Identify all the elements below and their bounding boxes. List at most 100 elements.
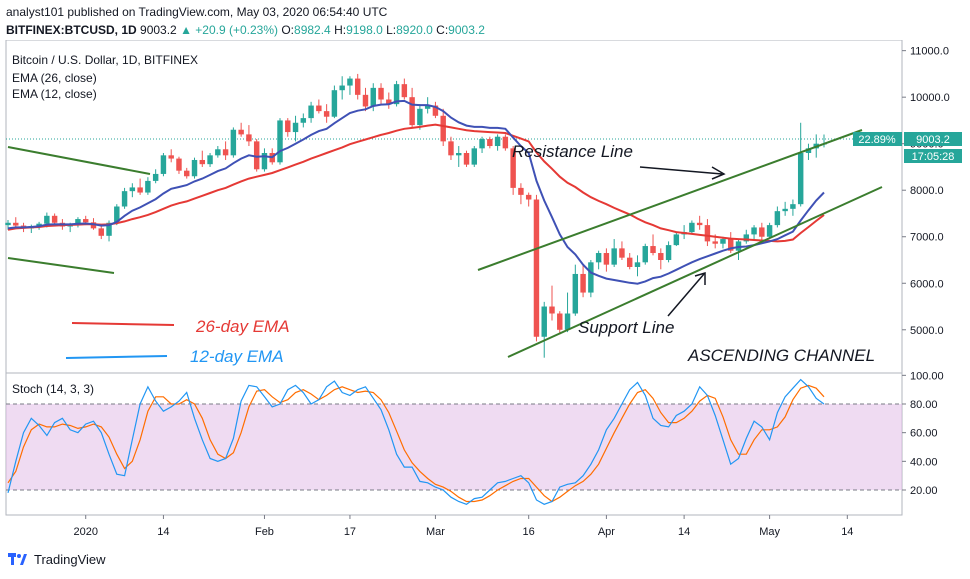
candlesticks: [5, 73, 827, 358]
candle-body: [230, 129, 237, 156]
stoch-k-line: [7, 378, 825, 505]
price-tick-label: 8000.0: [910, 185, 944, 197]
candle-body: [362, 94, 369, 107]
candle-body: [238, 129, 244, 135]
ema12-legend: EMA (12, close): [12, 87, 97, 101]
candle-body: [658, 253, 664, 260]
channel-annotation: ASCENDING CHANNEL: [687, 346, 875, 365]
tradingview-footer[interactable]: TradingView: [8, 551, 106, 567]
support-arrow: [667, 273, 705, 317]
ema26-legend-swatch: [71, 322, 175, 326]
time-tick-label: 17: [344, 526, 356, 538]
old-trendline-upper: [7, 146, 151, 175]
candle-body: [370, 87, 376, 107]
candle-body: [316, 105, 322, 112]
support-line: [507, 186, 883, 358]
candle-body: [502, 136, 509, 149]
candle-body: [44, 215, 50, 224]
candle-body: [790, 204, 796, 209]
candle-body: [191, 159, 198, 177]
candle-body: [253, 141, 260, 170]
candle-body: [432, 105, 439, 116]
last-price: 9003.2: [140, 23, 177, 37]
candle-body: [588, 262, 594, 293]
symbol-name: BITFINEX:BTCUSD, 1D: [6, 23, 137, 37]
candle-body: [168, 155, 174, 159]
candle-body: [51, 215, 58, 223]
ema26-legend: EMA (26, close): [12, 71, 97, 85]
candle-body: [347, 78, 353, 86]
candle-body: [90, 222, 97, 229]
percent-tag: [853, 132, 902, 146]
low-value: 8920.0: [396, 23, 433, 37]
candle-body: [13, 222, 19, 226]
candle-body: [743, 234, 750, 242]
candle-body: [409, 97, 415, 126]
resistance-arrow-head: [711, 166, 726, 180]
price-axis: 5000.06000.07000.08000.09000.010000.0110…: [902, 46, 950, 337]
resistance-annotation: Resistance Line: [512, 142, 633, 161]
high-value: 9198.0: [346, 23, 383, 37]
time-tick-label: 14: [678, 526, 690, 538]
time-tick-label: Mar: [426, 526, 445, 538]
candle-body: [199, 159, 206, 165]
candle-body: [580, 273, 586, 293]
candle-body: [75, 219, 81, 225]
candle-body: [728, 239, 734, 251]
candle-body: [487, 139, 493, 147]
open-value: 8982.4: [294, 23, 331, 37]
candle-body: [292, 122, 299, 133]
candle-body: [805, 148, 812, 153]
candle-body: [378, 87, 384, 100]
candle-body: [525, 194, 532, 200]
ema12-annotation: 12-day EMA: [190, 347, 284, 366]
time-tick-label: 14: [157, 526, 169, 538]
candle-body: [549, 306, 555, 314]
candle-body: [98, 228, 104, 236]
candle-body: [533, 199, 540, 337]
ema12-legend-swatch: [65, 355, 168, 359]
old-trendline-lower: [7, 257, 115, 274]
candle-body: [36, 223, 42, 227]
candle-body: [121, 191, 128, 207]
price-tick-label: 7000.0: [910, 232, 944, 244]
low-label: L:: [386, 23, 397, 37]
open-label: O:: [281, 23, 295, 37]
candle-body: [215, 149, 221, 156]
candle-body: [106, 222, 112, 236]
candle-body: [222, 149, 229, 156]
candle-body: [176, 158, 182, 171]
candle-body: [114, 206, 120, 223]
candle-body: [595, 253, 602, 263]
timer-tag: [904, 149, 962, 163]
stoch-band: [6, 404, 902, 490]
candle-body: [285, 120, 291, 133]
stoch-tick-label: 60.00: [910, 428, 938, 440]
time-tick-label: Feb: [255, 526, 274, 538]
candle-body: [308, 105, 314, 119]
candle-body: [557, 313, 563, 330]
time-tick-label: 2020: [73, 526, 97, 538]
candle-body: [5, 222, 11, 226]
symbol-ohlc-bar: BITFINEX:BTCUSD, 1D 9003.2 ▲ +20.9 (+0.2…: [6, 23, 485, 37]
candle-body: [471, 148, 478, 165]
candle-body: [440, 115, 446, 142]
candle-body: [160, 155, 167, 174]
candle-body: [712, 241, 718, 244]
candle-body: [300, 118, 307, 123]
btcusd-chart[interactable]: 5000.06000.07000.08000.09000.010000.0110…: [0, 40, 970, 545]
candle-body: [354, 78, 361, 95]
stoch-axis: 20.00 40.00 60.00 80.00 100.00: [902, 370, 944, 497]
percent-tag-text: 22.89%: [858, 134, 896, 146]
close-value: 9003.2: [448, 23, 485, 37]
price-tick-label: 10000.0: [910, 92, 950, 104]
chart-title: Bitcoin / U.S. Dollar, 1D, BITFINEX: [12, 53, 198, 67]
candle-body: [463, 153, 470, 165]
time-tick-label: 14: [841, 526, 853, 538]
candle-body: [665, 245, 672, 260]
stoch-tick-label: 80.00: [910, 399, 938, 411]
candle-body: [424, 105, 431, 109]
candle-body: [246, 134, 252, 142]
price-tick-label: 6000.0: [910, 278, 944, 290]
candle-body: [603, 253, 610, 265]
